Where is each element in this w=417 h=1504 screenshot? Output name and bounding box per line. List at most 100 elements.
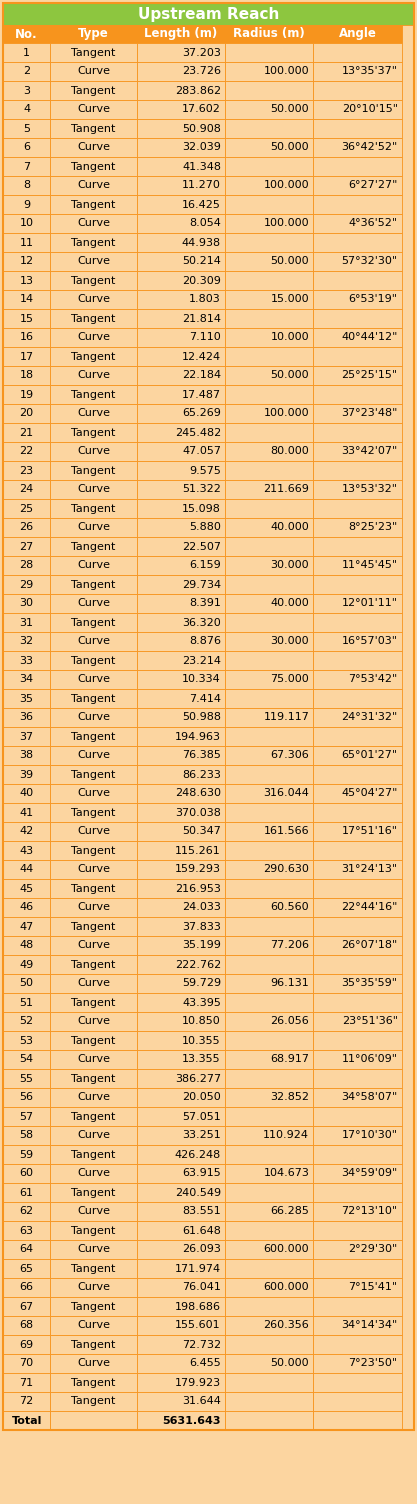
Text: 36.320: 36.320 [182,618,221,627]
Bar [137,708,225,726]
Text: 17°51'16": 17°51'16" [342,827,398,836]
Bar [50,1393,137,1411]
Text: 20.050: 20.050 [182,1092,221,1102]
Text: 68.917: 68.917 [270,1054,309,1065]
Text: 13°35'37": 13°35'37" [342,66,398,77]
Text: Curve: Curve [77,370,110,381]
Bar [313,1107,402,1126]
Bar [225,328,313,347]
Text: 48: 48 [20,940,34,951]
Text: Tangent: Tangent [71,200,116,209]
Text: 198.686: 198.686 [175,1301,221,1311]
Bar [225,253,313,271]
Bar [225,1050,313,1069]
Bar [3,975,50,993]
Text: 49: 49 [20,960,34,970]
Bar [225,1296,313,1316]
Bar [50,442,137,462]
Bar [137,233,225,253]
Text: 30.000: 30.000 [271,561,309,570]
Bar [313,44,402,62]
Text: Type: Type [78,27,109,41]
Text: Length (m): Length (m) [144,27,217,41]
Bar [137,803,225,823]
Bar [225,708,313,726]
Bar [313,233,402,253]
Bar [313,81,402,99]
Bar [225,99,313,119]
Text: 34°58'07": 34°58'07" [342,1092,398,1102]
Bar [225,1164,313,1184]
Text: Tangent: Tangent [71,313,116,323]
Bar [3,955,50,975]
Text: Curve: Curve [77,1358,110,1369]
Text: 34°59'09": 34°59'09" [342,1169,398,1179]
Bar [137,480,225,499]
Text: 65: 65 [20,1263,34,1274]
Text: 37°23'48": 37°23'48" [341,409,398,418]
Bar [313,347,402,365]
Text: Tangent: Tangent [71,960,116,970]
Text: Curve: Curve [77,636,110,647]
Bar [313,156,402,176]
Bar [50,1012,137,1032]
Text: 26.093: 26.093 [182,1244,221,1254]
Text: 67: 67 [20,1301,34,1311]
Bar [3,499,50,517]
Text: 50.908: 50.908 [182,123,221,134]
Text: 44: 44 [20,865,34,874]
Text: Tangent: Tangent [71,466,116,475]
Text: Tangent: Tangent [71,883,116,893]
Text: 43: 43 [20,845,34,856]
Bar [137,26,225,44]
Text: Tangent: Tangent [71,845,116,856]
Bar [225,1126,313,1145]
Text: 8: 8 [23,180,30,191]
Bar [137,1202,225,1221]
Text: 10.000: 10.000 [271,332,309,343]
Bar [137,841,225,860]
Text: 8.391: 8.391 [189,599,221,609]
Text: 12: 12 [20,257,34,266]
Text: Tangent: Tangent [71,1263,116,1274]
Text: Radius (m): Radius (m) [233,27,305,41]
Text: 35: 35 [20,693,34,704]
Bar [3,1107,50,1126]
Bar [50,537,137,556]
Text: 53: 53 [20,1035,34,1045]
Bar [137,1069,225,1087]
Bar [225,499,313,517]
Bar [225,62,313,81]
Bar [50,993,137,1012]
Text: 35°35'59": 35°35'59" [342,979,398,988]
Text: Curve: Curve [77,218,110,229]
Text: 26: 26 [20,522,34,532]
Bar [137,975,225,993]
Bar [3,253,50,271]
Text: 12°01'11": 12°01'11" [342,599,398,609]
Bar [313,1354,402,1373]
Bar [3,81,50,99]
Bar [3,1336,50,1354]
Bar [3,669,50,689]
Bar [225,955,313,975]
Bar [225,365,313,385]
Bar [137,385,225,405]
Bar [137,955,225,975]
Bar [3,1145,50,1164]
Bar [50,176,137,196]
Text: 80.000: 80.000 [271,447,309,457]
Bar [50,975,137,993]
Text: Tangent: Tangent [71,275,116,286]
Bar [313,1259,402,1278]
Text: Curve: Curve [77,561,110,570]
Bar [3,632,50,651]
Bar [225,746,313,766]
Bar [313,766,402,784]
Text: 10.334: 10.334 [182,674,221,684]
Text: 19: 19 [20,390,34,400]
Text: Tangent: Tangent [71,390,116,400]
Bar [137,308,225,328]
Bar [137,1107,225,1126]
Bar [137,99,225,119]
